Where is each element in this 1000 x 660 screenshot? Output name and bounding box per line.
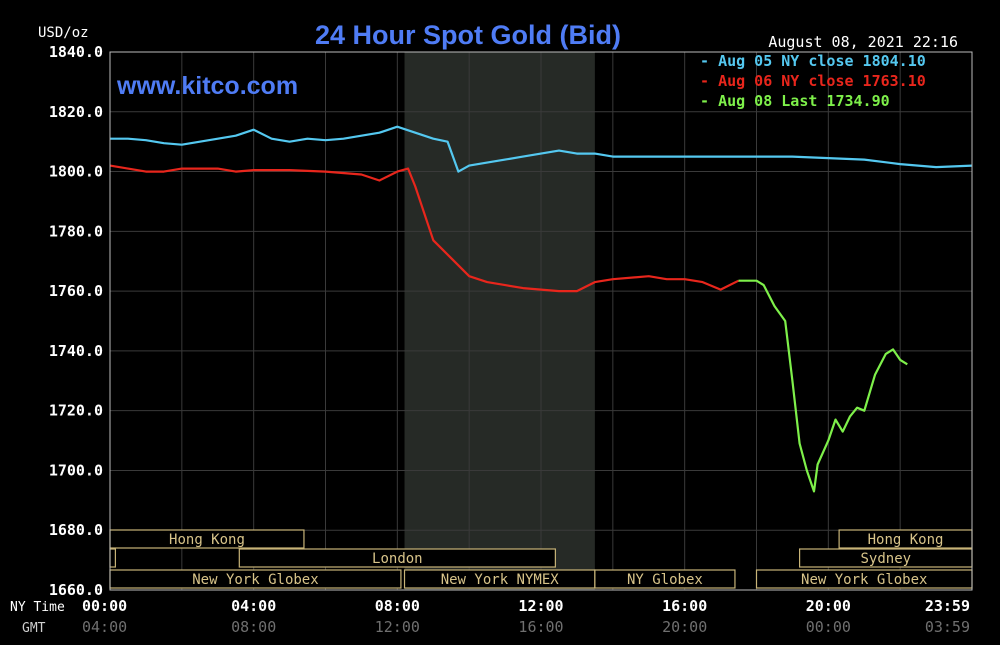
timestamp: August 08, 2021 22:16 <box>768 33 958 51</box>
session-bar: London <box>238 548 556 568</box>
x-tick-label-ny: 00:00 <box>82 597 127 615</box>
session-bar-box <box>238 548 556 568</box>
x-tick-label-ny: 23:59 <box>925 597 970 615</box>
y-tick-label: 1800.0 <box>49 163 103 181</box>
unit-label: USD/oz <box>38 25 89 41</box>
legend-item-aug05: - Aug 05 NY close 1804.10 <box>700 52 926 70</box>
session-bar: Hong Kong <box>109 529 305 549</box>
y-tick-label: 1840.0 <box>49 43 103 61</box>
x-axis-gmt-tick-labels: 04:00 08:00 12:00 16:00 20:00 00:00 03:5… <box>82 618 970 636</box>
session-bar: Sydney <box>798 548 973 568</box>
x-tick-label-gmt: 04:00 <box>82 618 127 636</box>
session-bar-label: NY Globex <box>627 572 703 588</box>
chart-title: 24 Hour Spot Gold (Bid) <box>315 20 621 50</box>
x-tick-label-ny: 16:00 <box>662 597 707 615</box>
y-tick-label: 1660.0 <box>49 581 103 599</box>
legend-item-aug08: - Aug 08 Last 1734.90 <box>700 92 890 110</box>
legend-item-aug06: - Aug 06 NY close 1763.10 <box>700 72 926 90</box>
plot-area: Hong Kong London New York Globex New York N… <box>109 51 973 591</box>
x-tick-label-gmt: 03:59 <box>925 618 970 636</box>
series-line-0 <box>110 125 973 173</box>
watermark: www.kitco.com <box>116 72 298 100</box>
session-bar-box <box>594 569 736 589</box>
y-tick-label: 1700.0 <box>49 461 103 479</box>
x-tick-label-gmt: 16:00 <box>518 618 563 636</box>
x-tick-label-gmt: 08:00 <box>231 618 276 636</box>
x-tick-label-gmt: 12:00 <box>375 618 420 636</box>
x-axis-ny-tick-labels: 00:00 04:00 08:00 12:00 16:00 20:00 23:5… <box>82 597 970 615</box>
session-bar-label: London <box>372 551 423 567</box>
grid-lines <box>110 51 972 591</box>
session-bar: NY Globex <box>594 569 736 589</box>
x-tick-label-ny: 08:00 <box>375 597 420 615</box>
y-tick-label: 1740.0 <box>49 342 103 360</box>
ny-time-row-label: NY Time <box>10 600 65 615</box>
y-tick-label: 1680.0 <box>49 521 103 539</box>
session-bar-label: Hong Kong <box>868 532 944 548</box>
series-line-2 <box>738 279 908 493</box>
x-tick-label-gmt: 20:00 <box>662 618 707 636</box>
session-bars: Hong Kong London New York Globex New York N… <box>109 529 973 589</box>
session-bar: New York NYMEX <box>403 569 596 589</box>
y-tick-label: 1760.0 <box>49 282 103 300</box>
shaded-session-band <box>404 52 595 590</box>
session-bar-label: Sydney <box>861 551 912 567</box>
session-bar <box>109 548 116 568</box>
session-bar-label: New York Globex <box>801 572 927 588</box>
session-bar-label: New York Globex <box>192 572 318 588</box>
plot-frame <box>109 51 973 591</box>
y-axis-tick-labels: 1840.0 1820.0 1800.0 1780.0 1760.0 1740.… <box>49 43 103 599</box>
x-tick-label-ny: 12:00 <box>518 597 563 615</box>
gmt-row-label: GMT <box>22 621 46 636</box>
x-tick-label-ny: 20:00 <box>806 597 851 615</box>
y-tick-label: 1820.0 <box>49 103 103 121</box>
legend: - Aug 05 NY close 1804.10 - Aug 06 NY cl… <box>700 52 926 110</box>
x-tick-label-gmt: 00:00 <box>806 618 851 636</box>
x-tick-label-ny: 04:00 <box>231 597 276 615</box>
session-bar-box <box>109 548 116 568</box>
series-layer <box>109 125 973 493</box>
session-bar: New York Globex <box>109 569 402 589</box>
series-line-1 <box>109 164 739 293</box>
session-bar: New York Globex <box>755 569 973 589</box>
session-bar-label: Hong Kong <box>169 532 245 548</box>
session-bar-label: New York NYMEX <box>441 572 560 588</box>
y-tick-label: 1720.0 <box>49 402 103 420</box>
session-bar: Hong Kong <box>838 529 973 549</box>
y-tick-label: 1780.0 <box>49 222 103 240</box>
